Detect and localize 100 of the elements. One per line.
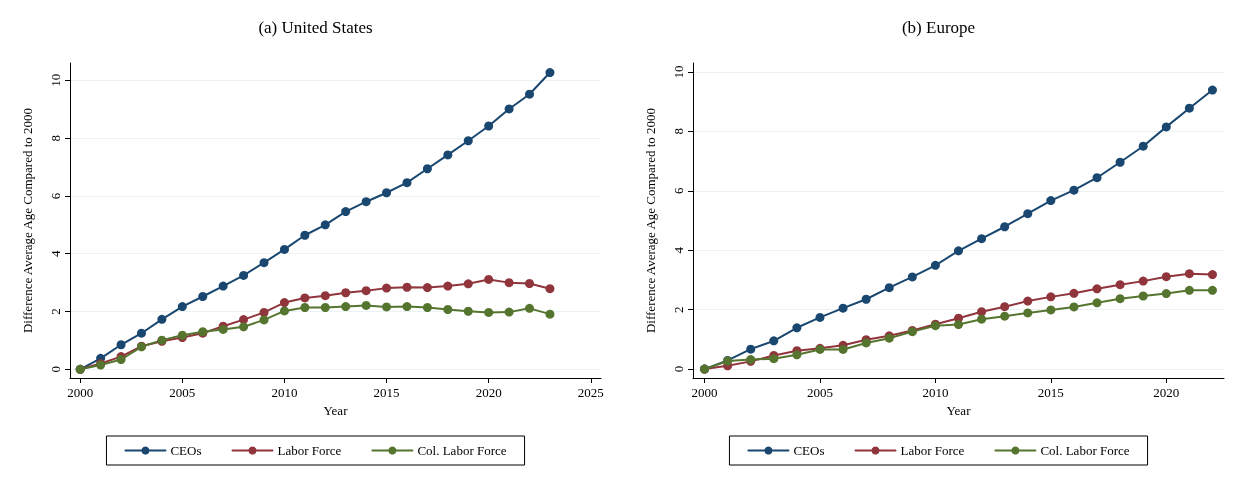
chart-title: (a) United States (258, 18, 373, 37)
point (382, 302, 392, 312)
point (463, 279, 473, 289)
point (198, 292, 208, 301)
legend-label: CEOs (170, 443, 202, 458)
point (504, 307, 514, 317)
x-tick-label: 2010 (271, 385, 298, 400)
point (1092, 173, 1102, 183)
legend-label: Col. Labor Force (1040, 443, 1130, 458)
x-axis-title: Year (323, 402, 349, 418)
point (382, 188, 392, 198)
point (443, 281, 453, 291)
point (977, 314, 987, 324)
point (525, 303, 535, 313)
x-axis-title: Year (946, 402, 972, 418)
point (361, 197, 371, 207)
point (1161, 272, 1171, 282)
point (769, 354, 779, 364)
y-tick-label: 0 (48, 366, 63, 373)
point (1000, 311, 1010, 321)
point (1184, 269, 1194, 279)
y-tick-label: 2 (671, 306, 686, 313)
point (1161, 289, 1171, 299)
point (463, 136, 473, 146)
point (1138, 141, 1148, 151)
point (1207, 285, 1217, 295)
point (463, 306, 473, 316)
point (422, 302, 432, 312)
point (422, 283, 432, 293)
y-tick-label: 8 (671, 128, 686, 135)
point (792, 323, 802, 333)
point (1000, 302, 1010, 312)
point (1000, 222, 1010, 232)
point (1138, 276, 1148, 286)
legend-label: Labor Force (900, 443, 965, 458)
point (279, 244, 289, 254)
point (545, 68, 555, 78)
point (361, 286, 371, 296)
point (1023, 308, 1033, 318)
x-tick-label: 2025 (577, 385, 604, 400)
y-tick-label: 6 (671, 187, 686, 195)
y-tick-label: 4 (48, 249, 63, 257)
point (977, 234, 987, 244)
point (279, 306, 289, 316)
point (1115, 157, 1125, 167)
point (884, 283, 894, 293)
point (422, 164, 432, 174)
point (320, 220, 330, 230)
point (341, 302, 351, 312)
point (1069, 185, 1079, 195)
point (300, 302, 310, 312)
point (954, 246, 963, 256)
point (259, 258, 269, 268)
point (402, 178, 412, 188)
point (402, 282, 412, 292)
point (1069, 288, 1079, 298)
point (525, 279, 535, 288)
y-axis-title: Difference Average Age Compared to 2000 (643, 107, 658, 334)
point (1069, 302, 1079, 312)
point (930, 260, 940, 270)
point (239, 322, 249, 332)
x-tick-label: 2020 (475, 385, 502, 400)
point (545, 309, 555, 319)
y-axis-title: Difference Average Age Compared to 2000 (20, 107, 35, 334)
point (1046, 292, 1056, 302)
point (525, 89, 535, 99)
point (443, 305, 453, 315)
point (1161, 122, 1171, 132)
y-tick-label: 10 (48, 73, 63, 87)
point (361, 300, 371, 310)
point (1092, 298, 1102, 308)
x-tick-label: 2010 (922, 385, 949, 400)
point (116, 340, 126, 350)
point (259, 315, 269, 325)
point (300, 230, 310, 240)
point (838, 303, 848, 313)
point (815, 312, 825, 322)
point (341, 207, 351, 217)
x-tick-label: 2015 (1037, 385, 1064, 400)
point (382, 283, 392, 293)
point (320, 302, 330, 312)
legend-label: CEOs (793, 443, 825, 458)
x-tick-label: 2000 (691, 385, 718, 400)
y-tick-label: 10 (671, 65, 686, 79)
point (484, 121, 494, 131)
point (136, 328, 146, 338)
chart-title: (b) Europe (901, 18, 976, 37)
point (977, 307, 987, 317)
point (545, 284, 555, 294)
x-tick-label: 2020 (1153, 385, 1180, 400)
point (279, 298, 289, 308)
point (402, 302, 412, 312)
x-tick-label: 2005 (806, 385, 833, 400)
point (1207, 85, 1217, 95)
y-tick-label: 6 (48, 192, 63, 200)
point (1115, 294, 1125, 304)
x-tick-label: 2000 (67, 385, 94, 400)
point (484, 274, 494, 284)
y-tick-label: 0 (671, 365, 686, 373)
point (484, 307, 494, 317)
